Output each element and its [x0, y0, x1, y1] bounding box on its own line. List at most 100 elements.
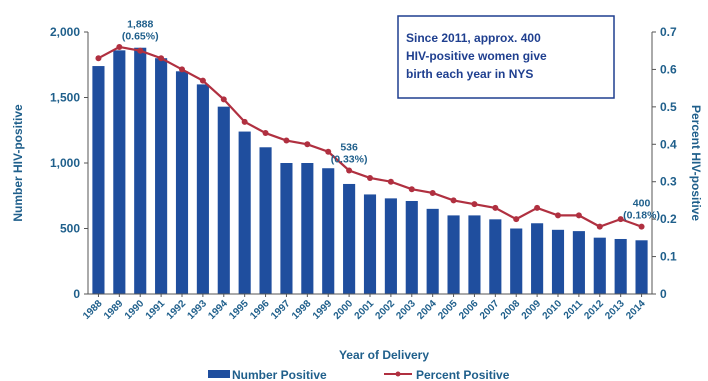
x-tick-label-2002: 2002 — [373, 298, 397, 322]
y-right-tick-label: 0.4 — [660, 137, 677, 151]
bar-1990 — [134, 47, 147, 294]
percent-point-1997 — [283, 137, 290, 144]
legend-line-marker — [395, 371, 401, 377]
percent-point-1996 — [262, 130, 269, 137]
percent-point-2006 — [471, 201, 478, 208]
bar-2005 — [447, 215, 460, 294]
legend: Number Positive Percent Positive — [208, 368, 510, 381]
percent-point-1994 — [220, 96, 227, 103]
percent-point-2005 — [450, 197, 457, 204]
bar-2014 — [635, 240, 648, 294]
y-left-tick-label: 0 — [73, 287, 80, 301]
y-left-tick-label: 2,000 — [50, 25, 80, 39]
percent-point-2013 — [617, 216, 624, 223]
x-tick-label-1990: 1990 — [123, 298, 147, 322]
y-left-tick-label: 500 — [60, 222, 80, 236]
x-tick-label-1996: 1996 — [248, 298, 272, 322]
x-tick-label-2004: 2004 — [415, 298, 439, 322]
x-tick-label-1988: 1988 — [81, 298, 105, 322]
bar-2007 — [489, 219, 502, 294]
x-tick-label-1997: 1997 — [269, 298, 293, 322]
annotation-1990-line-1: 1,888 — [127, 19, 153, 31]
percent-point-1999 — [325, 148, 332, 155]
x-tick-label-1999: 1999 — [311, 298, 335, 322]
annotation-2014-line-1: 400 — [633, 198, 651, 210]
percent-point-1995 — [241, 118, 248, 125]
x-tick-label-1992: 1992 — [165, 298, 189, 322]
y-right-tick-label: 0.5 — [660, 100, 677, 114]
y-right-tick-label: 0.6 — [660, 62, 677, 76]
x-tick-label-1998: 1998 — [290, 298, 314, 322]
y-axis-right-label: Percent HIV-positive — [689, 105, 703, 221]
callout-line-1: Since 2011, approx. 400 — [406, 31, 541, 45]
x-axis-label: Year of Delivery — [339, 348, 429, 362]
x-tick-label-1993: 1993 — [185, 298, 209, 322]
percent-point-1990 — [137, 47, 144, 54]
x-tick-label-2000: 2000 — [332, 298, 356, 322]
percent-point-1998 — [304, 141, 311, 148]
bar-1993 — [196, 84, 209, 295]
x-tick-label-1994: 1994 — [206, 298, 230, 322]
percent-point-1988 — [95, 55, 102, 62]
percent-point-2002 — [387, 178, 394, 185]
y-right-tick-label: 0.1 — [660, 250, 677, 264]
x-tick-label-2011: 2011 — [562, 298, 585, 321]
bar-1988 — [92, 66, 105, 294]
percent-point-2000 — [346, 167, 353, 174]
bar-2009 — [531, 223, 544, 294]
bar-1995 — [238, 131, 251, 294]
bar-1991 — [155, 58, 168, 295]
x-tick-label-2013: 2013 — [603, 298, 627, 322]
legend-bar-swatch — [208, 370, 230, 378]
x-tick-label-1995: 1995 — [227, 298, 251, 322]
percent-point-2010 — [555, 212, 561, 219]
percent-point-2014 — [638, 223, 645, 230]
bar-1989 — [113, 50, 126, 295]
bar-2001 — [363, 194, 377, 294]
y-right-tick-label: 0.7 — [660, 25, 677, 39]
x-tick-label-2005: 2005 — [436, 298, 460, 322]
annotation-2000-line-1: 536 — [340, 141, 358, 153]
x-tick-label-2009: 2009 — [520, 298, 544, 322]
annotation-2000-line-2: (0.33%) — [331, 153, 368, 165]
x-tick-label-1989: 1989 — [102, 298, 126, 322]
bar-2006 — [468, 215, 481, 294]
y-right-tick-label: 0.2 — [660, 212, 677, 226]
percent-point-1989 — [116, 43, 123, 50]
percent-point-2012 — [596, 223, 603, 230]
x-tick-label-2006: 2006 — [457, 298, 481, 322]
bar-1998 — [301, 163, 314, 294]
bar-1994 — [217, 106, 230, 294]
x-tick-label-2008: 2008 — [499, 298, 523, 322]
bar-1992 — [175, 71, 189, 294]
percent-point-2009 — [534, 204, 541, 211]
y-right-tick-label: 0 — [660, 287, 667, 301]
legend-number-positive: Number Positive — [232, 368, 327, 381]
callout-line-2: HIV-positive women give — [406, 49, 547, 63]
bar-1997 — [280, 163, 293, 294]
x-tick-label-1991: 1991 — [144, 298, 168, 322]
bar-1996 — [259, 147, 272, 294]
bar-2013 — [614, 238, 627, 294]
callout-box: Since 2011, approx. 400 HIV-positive wom… — [397, 15, 615, 99]
percent-point-2008 — [513, 216, 520, 223]
percent-point-1992 — [179, 66, 185, 73]
percent-point-1993 — [199, 77, 206, 84]
percent-point-2003 — [408, 186, 415, 193]
bar-2002 — [384, 198, 397, 294]
bar-2012 — [593, 237, 606, 294]
x-tick-label-2001: 2001 — [353, 298, 377, 322]
bar-2010 — [551, 229, 565, 294]
percent-point-2007 — [492, 204, 499, 211]
legend-percent-positive: Percent Positive — [416, 368, 510, 381]
bar-2003 — [405, 200, 418, 294]
y-left-tick-label: 1,000 — [50, 156, 80, 170]
x-tick-label-2003: 2003 — [394, 298, 418, 322]
percent-point-2004 — [429, 189, 436, 196]
x-tick-label-2012: 2012 — [582, 298, 606, 322]
percent-point-2011 — [575, 212, 582, 219]
x-tick-label-2014: 2014 — [624, 298, 648, 322]
x-tick-label-2010: 2010 — [541, 298, 565, 322]
callout-line-3: birth each year in NYS — [406, 67, 533, 81]
